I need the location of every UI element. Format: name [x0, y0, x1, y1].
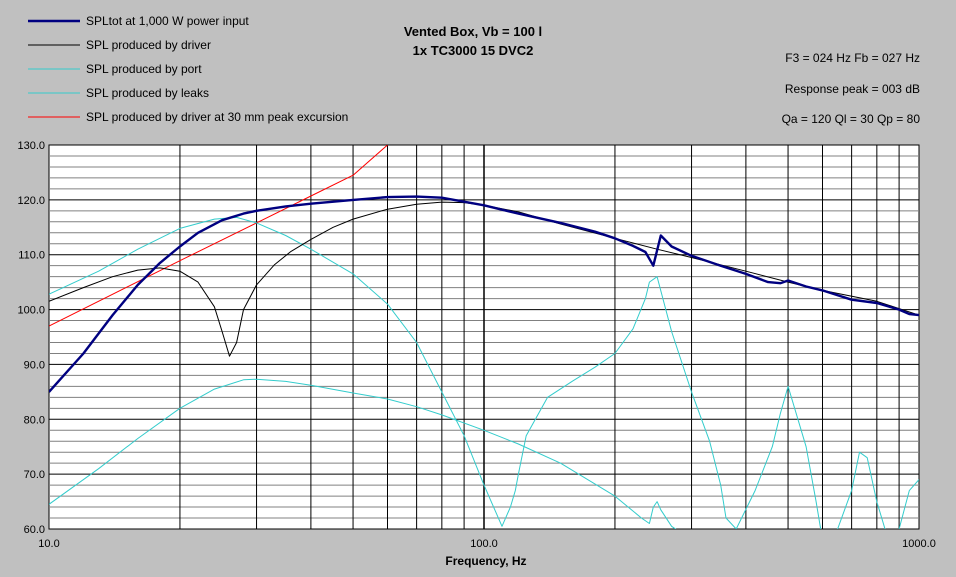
- chart-title-line-2: 1x TC3000 15 DVC2: [413, 43, 534, 58]
- y-tick-label: 70.0: [24, 469, 45, 481]
- y-tick-label: 110.0: [18, 250, 45, 262]
- x-tick-label: 1000.0: [902, 538, 936, 550]
- annotation-q-values: Qa = 120 Ql = 30 Qp = 80: [782, 112, 921, 126]
- series-line-driver: [49, 201, 919, 357]
- x-axis-ticks: 10.0 100.0 1000.0: [38, 538, 936, 550]
- x-axis-label: Frequency, Hz: [445, 554, 526, 568]
- y-tick-label: 60.0: [24, 524, 45, 536]
- y-axis-ticks: 60.0 70.0 80.0 90.0 100.0 110.0 120.0 130.0: [17, 140, 45, 536]
- y-tick-label: 120.0: [17, 195, 45, 207]
- legend: SPLtot at 1,000 W power input SPL produce…: [28, 14, 348, 124]
- series-line-port: [49, 216, 919, 529]
- annotation-f3-fb: F3 = 024 Hz Fb = 027 Hz: [785, 51, 920, 65]
- x-tick-label: 100.0: [470, 538, 498, 550]
- y-tick-label: 130.0: [17, 140, 45, 152]
- annotation-response-peak: Response peak = 003 dB: [785, 82, 920, 96]
- series-group: [49, 145, 919, 529]
- series-line-excursion: [49, 145, 388, 327]
- legend-label: SPL produced by port: [86, 62, 202, 76]
- x-tick-label: 10.0: [38, 538, 59, 550]
- chart-title-line-1: Vented Box, Vb = 100 l: [404, 24, 542, 39]
- legend-label: SPL produced by driver: [86, 38, 211, 52]
- y-tick-label: 100.0: [17, 305, 45, 317]
- y-tick-label: 80.0: [24, 414, 45, 426]
- grid: [49, 144, 919, 530]
- legend-label: SPL produced by driver at 30 mm peak exc…: [86, 110, 348, 124]
- series-line-leaks: [49, 378, 677, 529]
- legend-label: SPL produced by leaks: [86, 86, 209, 100]
- series-line-spl-total: [49, 195, 919, 393]
- legend-label: SPLtot at 1,000 W power input: [86, 14, 249, 28]
- y-tick-label: 90.0: [24, 359, 45, 371]
